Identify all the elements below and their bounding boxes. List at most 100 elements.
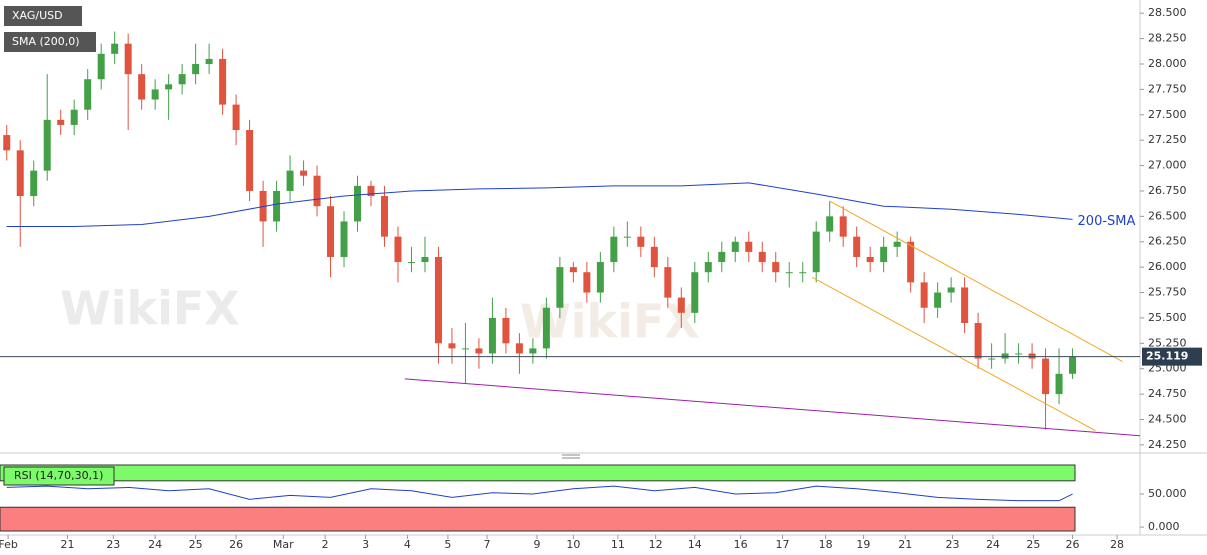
y-tick-label: 28.000 [1148, 57, 1187, 70]
x-tick-label: 25 [1026, 538, 1040, 551]
candle-body [826, 216, 834, 232]
candle-body [178, 74, 186, 85]
candle-body [556, 267, 564, 308]
undefined [404, 378, 1141, 437]
candle-body [839, 216, 847, 237]
candle-body [461, 348, 469, 350]
candle-body [772, 262, 780, 273]
undefined [6, 182, 1073, 228]
candle-body [192, 63, 200, 75]
candle-body [475, 348, 483, 354]
candle-body [650, 246, 658, 268]
y-tick-label: 25.500 [1148, 311, 1187, 324]
candle-body [677, 297, 685, 313]
candle-body [664, 267, 672, 298]
candle-body [718, 251, 726, 263]
candle-body [1042, 358, 1050, 395]
y-tick-label: 25.750 [1148, 286, 1187, 299]
candle-body [97, 53, 105, 80]
candle-body [637, 236, 645, 247]
x-tick-label: 19 [856, 538, 870, 551]
x-tick-label: 28 [1110, 538, 1124, 551]
candle-body [988, 358, 996, 360]
candle-body [286, 170, 294, 191]
y-tick-label: 28.250 [1148, 32, 1187, 45]
candle-body [961, 287, 969, 324]
x-tick-label: 10 [566, 538, 580, 551]
rsi-title: RSI (14,70,30,1) [14, 469, 103, 482]
candle-body [448, 343, 456, 349]
candle-body [165, 84, 173, 90]
candle-body [421, 256, 429, 263]
candle-body [380, 196, 388, 237]
candle-body [70, 109, 78, 125]
chart-title: XAG/USD [12, 9, 63, 22]
candle-body [907, 241, 915, 283]
candle-body [515, 343, 523, 354]
y-tick-label: 50.000 [1148, 487, 1187, 500]
candle-body [785, 272, 793, 274]
candle-body [569, 267, 577, 273]
x-tick-label: 25 [189, 538, 203, 551]
candle-body [529, 348, 537, 354]
candle-body [327, 206, 335, 257]
y-tick-label: 26.500 [1148, 209, 1187, 222]
candle-body [1028, 353, 1036, 359]
candle-body [488, 317, 496, 354]
x-tick-label: 2 [322, 538, 329, 551]
x-tick-label: 12 [649, 538, 663, 551]
title-box [3, 466, 115, 486]
x-tick-label: 5 [444, 538, 451, 551]
last-price-label: 25.119 [1146, 350, 1188, 363]
candle-body [893, 241, 901, 247]
oversold-zone [0, 506, 1076, 532]
x-tick-label: 18 [819, 538, 833, 551]
candle-body [799, 272, 807, 274]
candle-body [205, 58, 213, 64]
candle-body [43, 119, 51, 171]
candle-body [219, 58, 227, 105]
candle-body [16, 150, 24, 197]
y-tick-label: 0.000 [1148, 520, 1180, 533]
candle-body [853, 236, 861, 257]
x-tick-label: 7 [484, 538, 491, 551]
y-tick-label: 26.000 [1148, 260, 1187, 273]
undefined [6, 485, 1073, 502]
sma-label: 200-SMA [1078, 214, 1136, 229]
candle-body [880, 246, 888, 263]
candle-body [610, 236, 618, 263]
candle-body [502, 317, 510, 344]
candle-body [1015, 353, 1023, 355]
candle-body [1055, 373, 1063, 395]
candle-body [151, 89, 159, 100]
candle-body [111, 43, 119, 54]
candle-body [947, 287, 955, 293]
candle-body [758, 251, 766, 263]
x-tick-label: 26 [229, 538, 243, 551]
y-tick-label: 27.500 [1148, 108, 1187, 121]
candle-body [30, 170, 38, 197]
candle-body [313, 175, 321, 207]
candle-body [57, 119, 65, 125]
watermark: WikiFX [520, 295, 700, 349]
x-tick-label: 24 [148, 538, 162, 551]
legend-box [4, 32, 96, 52]
x-tick-label: 16 [734, 538, 748, 551]
candle-body [124, 43, 132, 75]
candle-body [407, 262, 415, 264]
candle-body [354, 185, 362, 222]
x-tick-label: 21 [898, 538, 912, 551]
undefined [829, 200, 1123, 363]
candle-body [920, 282, 928, 308]
y-tick-label: 24.250 [1148, 438, 1187, 451]
title-box [4, 6, 82, 26]
candle-body [542, 307, 550, 349]
candle-body [246, 130, 254, 191]
overbought-zone [0, 464, 1076, 482]
x-tick-label: 11 [611, 538, 625, 551]
candle-body [1001, 353, 1009, 359]
candle-body [583, 272, 591, 293]
y-tick-label: 27.000 [1148, 159, 1187, 172]
candle-body [273, 190, 281, 222]
